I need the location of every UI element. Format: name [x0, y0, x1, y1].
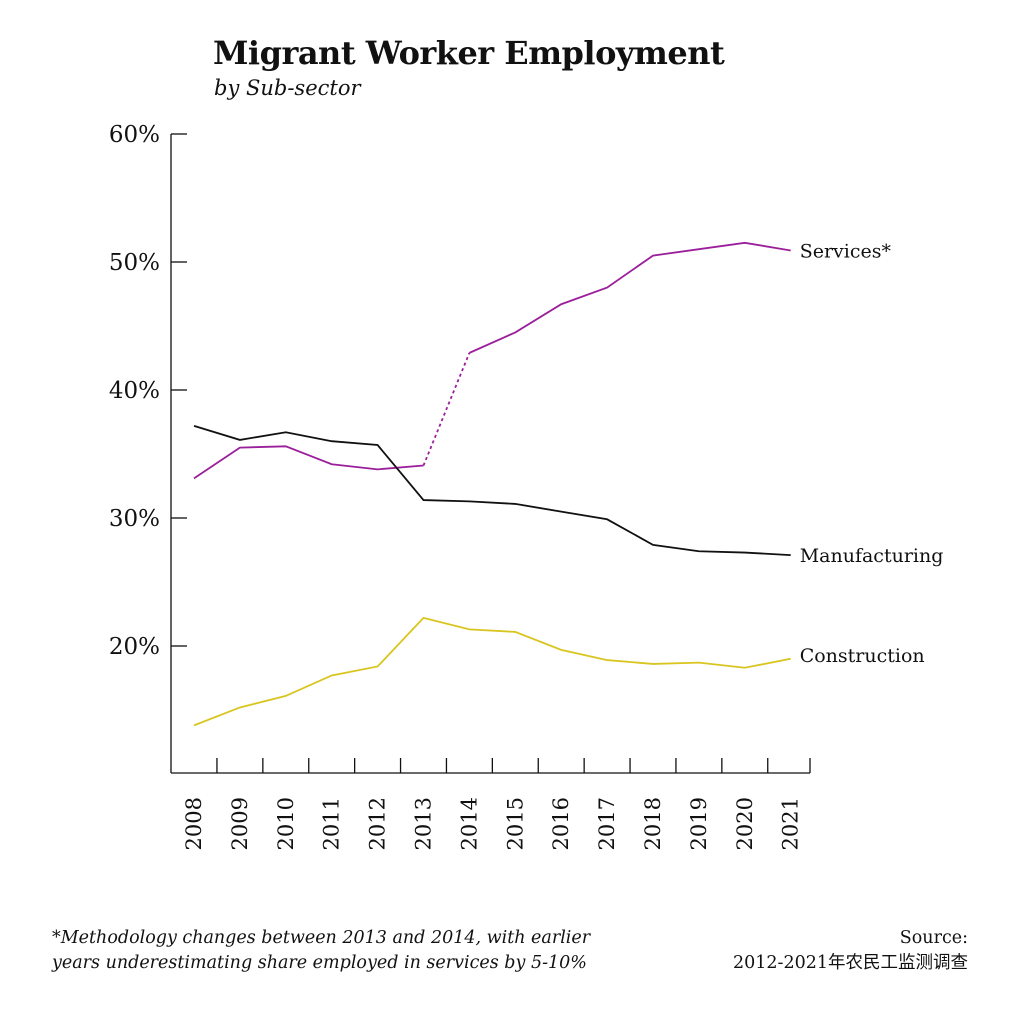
- services-line-methodology-break: [422, 352, 471, 466]
- chart-subtitle: by Sub-sector: [214, 76, 361, 100]
- x-tick-label: 2014: [457, 797, 481, 850]
- construction-line: [193, 616, 791, 727]
- y-tick-label: 50%: [109, 250, 160, 276]
- y-tick-label: 60%: [109, 122, 160, 148]
- services-series-label: Services*: [800, 240, 892, 262]
- x-tick-label: 2018: [641, 797, 665, 850]
- x-tick-label: 2015: [503, 797, 527, 850]
- services-line-post-2014: [469, 241, 791, 354]
- services-line-pre-2013: [193, 445, 424, 480]
- x-tick-label: 2013: [412, 797, 436, 850]
- methodology-footnote: *Methodology changes between 2013 and 20…: [52, 926, 652, 976]
- source-label: Source:: [899, 928, 968, 948]
- chart-title: Migrant Worker Employment: [213, 34, 725, 72]
- y-axis-ticks: 20% 30% 40% 50% 60%: [109, 122, 187, 660]
- x-tick-label: 2012: [366, 797, 390, 850]
- x-tick-label: 2021: [779, 797, 803, 850]
- series-labels: Services* Manufacturing Construction: [800, 240, 944, 666]
- x-tick-label: 2019: [687, 797, 711, 850]
- construction-series-label: Construction: [800, 645, 925, 667]
- x-tick-label: 2020: [733, 797, 757, 850]
- y-tick-label: 30%: [109, 506, 160, 532]
- x-tick-label: 2017: [595, 797, 619, 850]
- series-lines: [193, 241, 791, 727]
- chart-axes: [170, 134, 810, 774]
- y-tick-label: 20%: [109, 634, 160, 660]
- footnote-line-1: *Methodology changes between 2013 and 20…: [52, 928, 591, 948]
- source-text: 2012-2021年农民工监测调查: [733, 953, 968, 973]
- x-axis-ticks: 2008 2009 2010 2011 2012 2013 2014 2015 2016 2017…: [182, 758, 811, 850]
- x-tick-label: 2016: [549, 797, 573, 850]
- x-tick-label: 2009: [228, 797, 252, 850]
- x-tick-label: 2010: [274, 797, 298, 850]
- manufacturing-line: [193, 424, 791, 557]
- manufacturing-series-label: Manufacturing: [800, 545, 944, 567]
- footnote-line-2: years underestimating share employed in …: [52, 953, 587, 973]
- y-tick-label: 40%: [109, 378, 160, 404]
- x-tick-label: 2011: [320, 797, 344, 850]
- x-tick-label: 2008: [182, 797, 206, 850]
- source-note: Source: 2012-2021年农民工监测调查: [733, 926, 968, 976]
